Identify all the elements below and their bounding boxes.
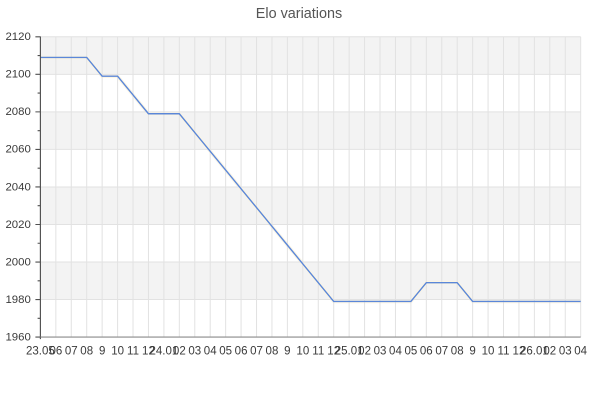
- svg-text:2120: 2120: [5, 31, 30, 43]
- svg-text:9: 9: [469, 346, 475, 358]
- svg-text:11: 11: [498, 346, 510, 358]
- svg-text:26.01: 26.01: [520, 346, 549, 358]
- svg-text:2080: 2080: [5, 106, 30, 118]
- svg-text:10: 10: [296, 346, 309, 358]
- svg-text:1980: 1980: [5, 294, 30, 306]
- svg-text:10: 10: [482, 346, 495, 358]
- svg-text:07: 07: [435, 346, 448, 358]
- svg-text:9: 9: [284, 346, 290, 358]
- svg-text:2060: 2060: [5, 144, 30, 156]
- svg-text:12: 12: [142, 346, 155, 358]
- svg-text:25.01: 25.01: [335, 346, 364, 358]
- svg-text:07: 07: [65, 346, 78, 358]
- svg-text:2100: 2100: [5, 69, 30, 81]
- svg-text:12: 12: [513, 346, 526, 358]
- svg-text:07: 07: [250, 346, 263, 358]
- svg-text:04: 04: [574, 346, 587, 358]
- svg-text:08: 08: [266, 346, 279, 358]
- svg-text:02: 02: [543, 346, 556, 358]
- svg-text:04: 04: [389, 346, 402, 358]
- svg-text:03: 03: [188, 346, 201, 358]
- svg-text:23.05: 23.05: [26, 346, 55, 358]
- svg-text:1960: 1960: [5, 331, 30, 343]
- svg-text:06: 06: [235, 346, 248, 358]
- svg-text:24.01: 24.01: [150, 346, 179, 358]
- svg-text:2040: 2040: [5, 181, 30, 193]
- svg-text:03: 03: [559, 346, 572, 358]
- svg-text:2020: 2020: [5, 219, 30, 231]
- svg-text:9: 9: [99, 346, 105, 358]
- svg-text:08: 08: [451, 346, 464, 358]
- svg-text:Elo variations: Elo variations: [256, 6, 342, 22]
- svg-text:02: 02: [358, 346, 371, 358]
- svg-text:11: 11: [127, 346, 139, 358]
- svg-text:2000: 2000: [5, 256, 30, 268]
- svg-text:05: 05: [219, 346, 232, 358]
- svg-text:04: 04: [204, 346, 217, 358]
- svg-text:12: 12: [327, 346, 340, 358]
- svg-text:08: 08: [80, 346, 93, 358]
- svg-text:05: 05: [404, 346, 417, 358]
- svg-text:11: 11: [312, 346, 324, 358]
- svg-text:02: 02: [173, 346, 186, 358]
- svg-text:06: 06: [49, 346, 62, 358]
- svg-text:03: 03: [374, 346, 387, 358]
- svg-text:06: 06: [420, 346, 433, 358]
- svg-text:10: 10: [111, 346, 124, 358]
